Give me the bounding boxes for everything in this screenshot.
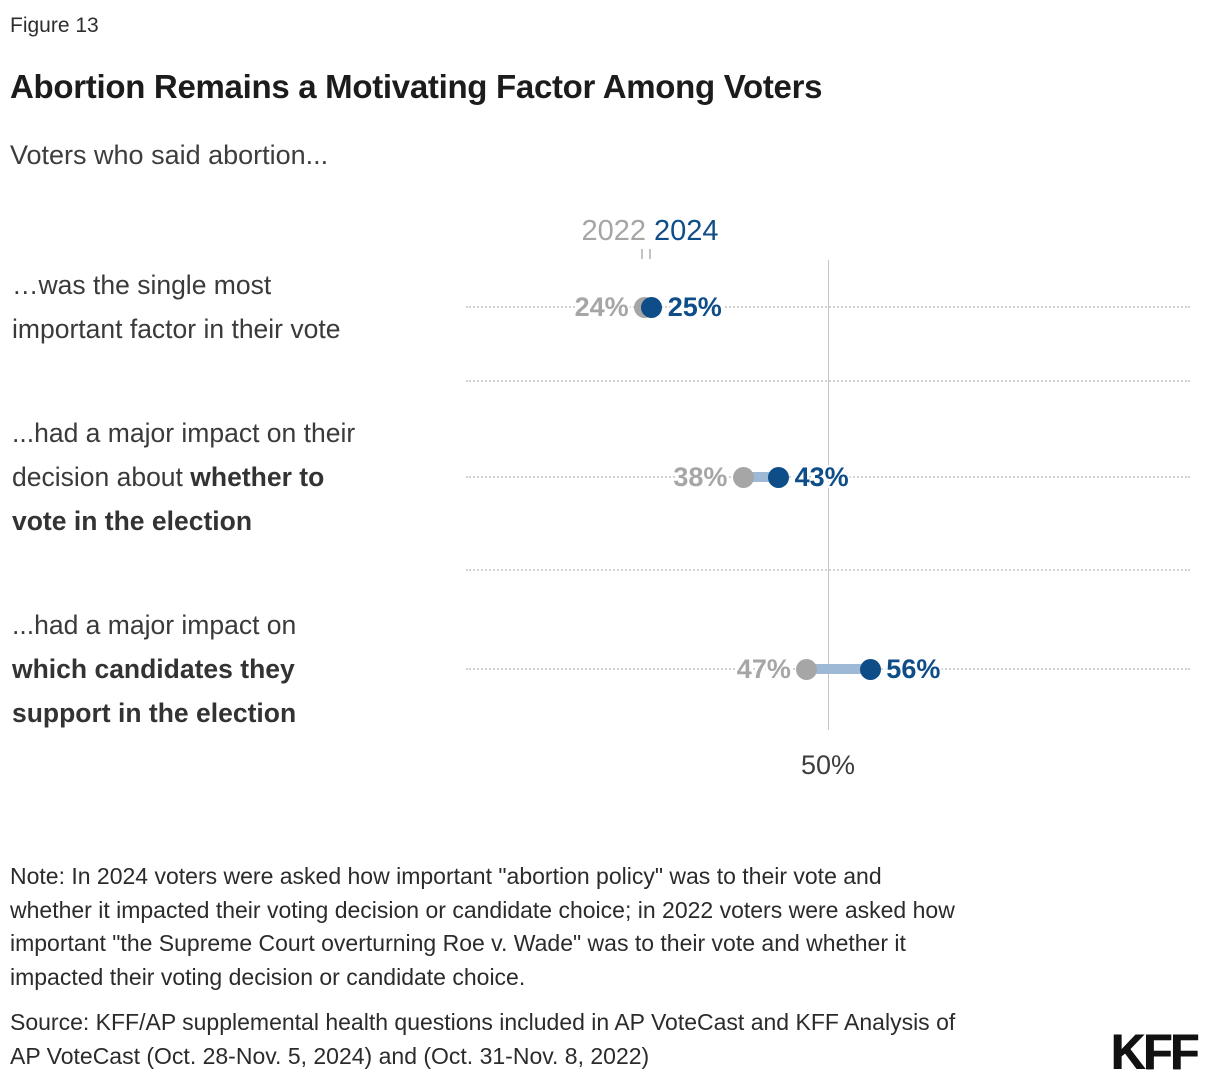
legend-item-2024: 2024 <box>654 215 719 247</box>
chart-title: Abortion Remains a Motivating Factor Amo… <box>10 68 823 105</box>
value-label-2024: 43% <box>794 462 849 492</box>
dot-2022 <box>732 466 754 488</box>
dumbbell-connector <box>743 472 779 482</box>
category-label: …was the single most important factor in … <box>12 263 482 351</box>
dot-2024 <box>859 658 881 680</box>
reference-line-50pct <box>828 260 829 730</box>
category-label-bold-segment: vote in the election <box>12 506 253 536</box>
kff-logo: KFF <box>1111 1024 1200 1080</box>
category-label-segment: …was the single most <box>12 270 272 300</box>
note-line: Note: In 2024 voters were asked how impo… <box>10 863 882 889</box>
category-label-bold-segment: support in the election <box>12 698 297 728</box>
source-line: AP VoteCast (Oct. 28-Nov. 5, 2024) and (… <box>10 1042 650 1069</box>
category-label-line: important factor in their vote <box>12 307 482 351</box>
value-label-2024: 25% <box>667 292 722 322</box>
category-label-line: which candidates they <box>12 647 482 691</box>
category-label-line: …was the single most <box>12 263 482 307</box>
dumbbell-connector <box>806 664 871 674</box>
note-text: Note: In 2024 voters were asked how impo… <box>10 860 955 994</box>
category-label-segment: ...had a major impact on <box>12 610 297 640</box>
category-label-line: ...had a major impact on <box>12 603 482 647</box>
dot-2024 <box>768 466 790 488</box>
category-label: ...had a major impact on which candidates… <box>12 603 482 735</box>
note-line: important "the Supreme Court overturning… <box>10 930 906 956</box>
axis-reference-label: 50% <box>800 750 856 780</box>
note-line: impacted their voting decision or candid… <box>10 963 526 990</box>
category-label-segment: important factor in their vote <box>12 314 341 344</box>
category-label-segment: decision about <box>12 462 191 492</box>
legend-pointer-tick-2022 <box>641 249 643 259</box>
legend-item-2022: 2022 <box>581 215 646 247</box>
category-label: ...had a major impact on their decision a… <box>12 411 482 543</box>
category-label-line: decision about whether to <box>12 455 482 499</box>
category-label-line: vote in the election <box>12 499 482 543</box>
value-label-2022: 24% <box>574 292 629 322</box>
chart-subtitle: Voters who said abortion... <box>10 140 329 170</box>
figure-number-label: Figure 13 <box>10 14 99 37</box>
category-label-segment: ...had a major impact on their <box>12 418 356 448</box>
dot-2024 <box>641 296 663 318</box>
category-label-line: ...had a major impact on their <box>12 411 482 455</box>
source-line: Source: KFF/AP supplemental health quest… <box>10 1009 956 1035</box>
category-label-line: support in the election <box>12 691 482 735</box>
legend-pointer-tick-2024 <box>649 249 651 259</box>
category-label-bold-segment: whether to <box>190 462 325 492</box>
category-label-bold-segment: which candidates they <box>12 654 295 684</box>
dot-2022 <box>796 658 818 680</box>
value-label-2022: 47% <box>736 654 791 684</box>
source-text: Source: KFF/AP supplemental health quest… <box>10 1006 955 1073</box>
value-label-2024: 56% <box>886 654 941 684</box>
note-line: whether it impacted their voting decisio… <box>10 896 955 923</box>
value-label-2022: 38% <box>673 462 728 492</box>
